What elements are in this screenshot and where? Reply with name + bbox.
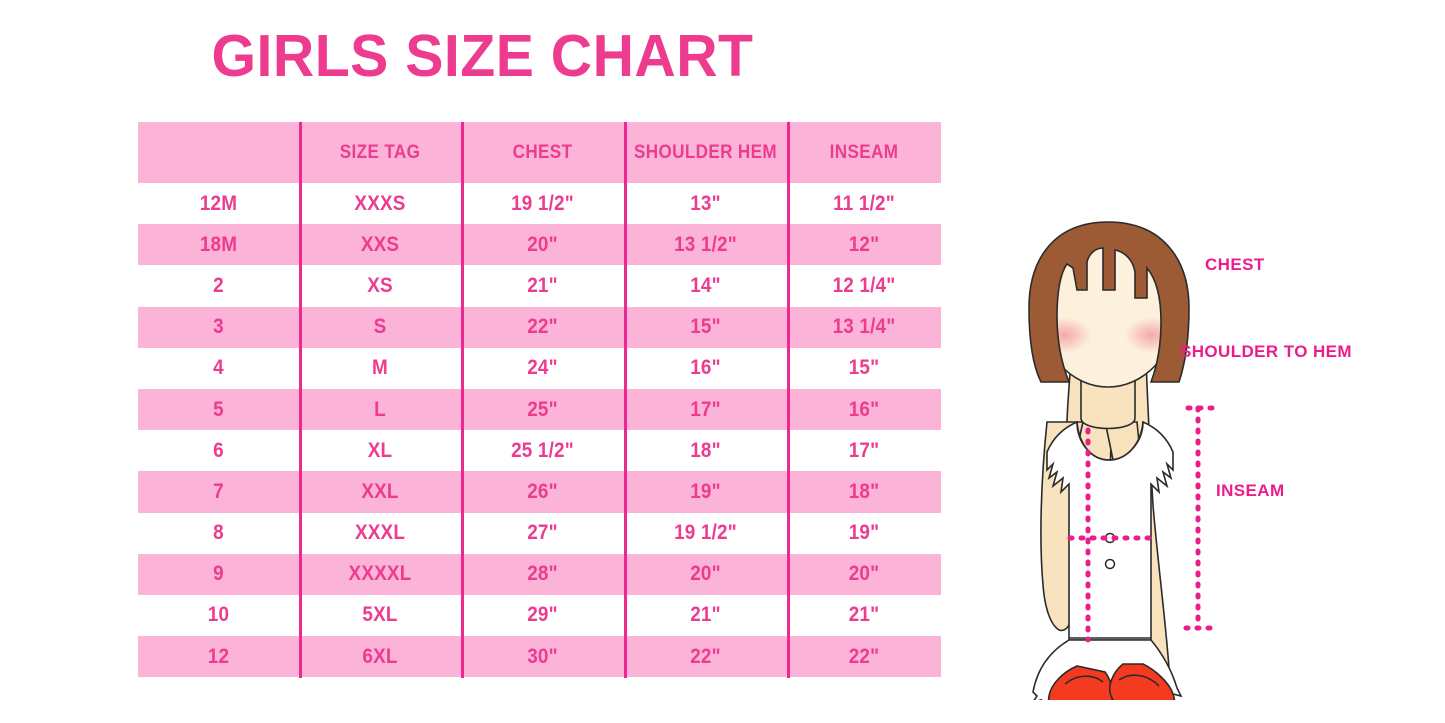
- shoulder-to-hem-measurement-label: SHOULDER TO HEM: [1180, 342, 1352, 361]
- cell-shoulder-hem: 17": [690, 397, 721, 421]
- table-header-row: SIZE TAG CHEST SHOULDER HEM INSEAM: [138, 122, 941, 183]
- head-group: [1028, 221, 1190, 388]
- cell-size-tag: XXL: [361, 479, 399, 503]
- top-garment: [1046, 420, 1174, 641]
- cell-size: 6: [213, 438, 224, 462]
- cell-size-tag: 5XL: [362, 603, 398, 627]
- cell-size-tag: XXXXL: [348, 562, 412, 586]
- shoe-strap-left: [1064, 675, 1104, 685]
- cell-chest: 25": [527, 397, 558, 421]
- cell-chest: 26": [527, 479, 558, 503]
- cell-size-tag: XS: [367, 273, 393, 297]
- chest-measurement-label: CHEST: [1205, 255, 1265, 274]
- cell-shoulder-hem: 18": [690, 438, 721, 462]
- cell-size-tag: M: [372, 356, 388, 380]
- cell-chest: 27": [527, 521, 558, 545]
- cell-chest: 21": [527, 273, 558, 297]
- column-divider-3: [624, 122, 627, 678]
- cell-chest: 25 1/2": [511, 438, 574, 462]
- girl-figure-illustration: [985, 40, 1235, 700]
- table-row: 3 S 22" 15" 13 1/4": [138, 306, 941, 348]
- cell-shoulder-hem: 13": [690, 191, 721, 215]
- cell-shoulder-hem: 21": [690, 603, 721, 627]
- cell-size: 7: [213, 479, 224, 503]
- cell-inseam: 12": [848, 232, 880, 256]
- cell-inseam: 17": [848, 438, 880, 462]
- cell-size: 3: [213, 315, 224, 339]
- cell-size: 12: [207, 644, 230, 668]
- cell-size: 10: [207, 603, 230, 627]
- size-chart-table: SIZE TAG CHEST SHOULDER HEM INSEAM 12M XX…: [138, 122, 941, 678]
- cell-size: 9: [213, 562, 224, 586]
- column-divider-1: [299, 122, 302, 678]
- cell-shoulder-hem: 14": [690, 273, 721, 297]
- cell-inseam: 22": [848, 644, 880, 668]
- cell-inseam: 21": [848, 603, 880, 627]
- column-header-chest: CHEST: [512, 141, 573, 163]
- table-row: 5 L 25" 17" 16": [138, 388, 941, 431]
- cell-size: 18M: [199, 232, 238, 256]
- cell-inseam: 16": [848, 397, 880, 421]
- cell-size: 5: [213, 397, 224, 421]
- cell-inseam: 11 1/2": [833, 191, 895, 215]
- cell-shoulder-hem: 16": [690, 356, 721, 380]
- column-divider-4: [787, 122, 790, 678]
- cell-shoulder-hem: 20": [690, 562, 721, 586]
- cell-size-tag: 6XL: [362, 644, 398, 668]
- cell-size: 2: [213, 273, 224, 297]
- cell-inseam: 18": [848, 479, 880, 503]
- inseam-measurement-label: INSEAM: [1216, 481, 1285, 500]
- shoe-strap-right: [1118, 674, 1160, 687]
- table-row: 9 XXXXL 28" 20" 20": [138, 553, 941, 595]
- cell-chest: 24": [527, 356, 558, 380]
- shoes-group: [1047, 663, 1175, 700]
- cell-size-tag: XXXL: [354, 521, 406, 545]
- column-divider-2: [461, 122, 464, 678]
- column-header-inseam: INSEAM: [829, 141, 899, 163]
- cell-chest: 19 1/2": [511, 191, 574, 215]
- column-header-shoulder-hem: SHOULDER HEM: [633, 141, 778, 163]
- page-title: GIRLS SIZE CHART: [211, 23, 754, 89]
- cell-size: 8: [213, 521, 224, 545]
- cell-inseam: 19": [848, 521, 880, 545]
- cell-chest: 30": [527, 644, 558, 668]
- cell-inseam: 12 1/4": [832, 273, 896, 297]
- measurement-guides: [1067, 427, 1156, 643]
- table-row: 6 XL 25 1/2" 18" 17": [138, 430, 941, 472]
- column-header-size: [146, 122, 291, 183]
- cell-shoulder-hem: 22": [690, 644, 721, 668]
- table-row: 7 XXL 26" 19" 18": [138, 471, 941, 513]
- cell-chest: 22": [527, 315, 558, 339]
- inseam-guide-bracket: [1183, 405, 1215, 631]
- cell-size-tag: L: [374, 397, 386, 421]
- cell-size-tag: XXS: [360, 232, 400, 256]
- column-header-size-tag: SIZE TAG: [339, 141, 421, 163]
- cell-shoulder-hem: 13 1/2": [674, 232, 737, 256]
- table-row: 8 XXXL 27" 19 1/2" 19": [138, 512, 941, 554]
- cell-chest: 28": [527, 562, 558, 586]
- button-bottom: [1104, 558, 1116, 570]
- cell-inseam: 20": [848, 562, 880, 586]
- cell-chest: 20": [527, 232, 558, 256]
- cell-shoulder-hem: 19": [690, 479, 721, 503]
- cell-size: 4: [213, 356, 224, 380]
- table-row: 2 XS 21" 14" 12 1/4": [138, 265, 941, 307]
- cell-inseam: 15": [848, 356, 880, 380]
- shoe-right: [1108, 663, 1175, 700]
- cell-chest: 29": [527, 603, 558, 627]
- cell-size-tag: XL: [367, 438, 393, 462]
- table-row: 12 6XL 30" 22" 22": [138, 636, 941, 678]
- table-row: 4 M 24" 16" 15": [138, 347, 941, 389]
- table-row: 12M XXXS 19 1/2" 13" 11 1/2": [138, 183, 941, 225]
- cell-shoulder-hem: 19 1/2": [674, 521, 737, 545]
- cell-size-tag: XXXS: [354, 191, 406, 215]
- table-row: 18M XXS 20" 13 1/2" 12": [138, 224, 941, 266]
- hair: [1028, 221, 1190, 383]
- cell-size: 12M: [199, 191, 238, 215]
- cell-size-tag: S: [373, 315, 387, 339]
- cell-inseam: 13 1/4": [832, 315, 896, 339]
- cell-shoulder-hem: 15": [690, 315, 721, 339]
- table-row: 10 5XL 29" 21" 21": [138, 594, 941, 637]
